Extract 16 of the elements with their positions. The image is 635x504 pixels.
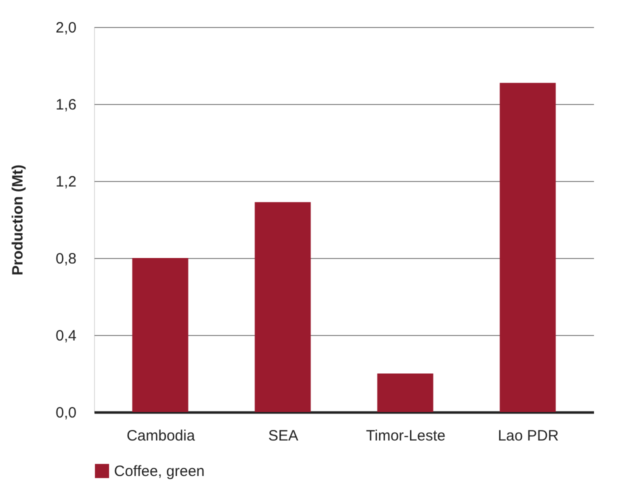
x-tick-label: Cambodia xyxy=(126,428,196,444)
y-tick-label: 0,8 xyxy=(56,250,76,268)
y-tick-label: 1,6 xyxy=(56,96,76,114)
y-tick-label: 1,2 xyxy=(56,174,76,190)
legend-label: Coffee, green xyxy=(114,463,205,480)
y-tick-label: 2,0 xyxy=(56,20,76,36)
bar xyxy=(500,82,556,412)
x-tick-label: Timor-Leste xyxy=(366,428,446,444)
bar xyxy=(132,258,188,412)
bar xyxy=(254,202,311,412)
y-tick-label: 0,4 xyxy=(56,328,76,344)
x-tick-label: SEA xyxy=(268,428,298,444)
y-tick-label: 0,0 xyxy=(56,404,76,422)
x-tick-label: Lao PDR xyxy=(498,428,559,444)
bar xyxy=(377,374,434,412)
y-axis-title: Production (Mt) xyxy=(10,164,27,276)
